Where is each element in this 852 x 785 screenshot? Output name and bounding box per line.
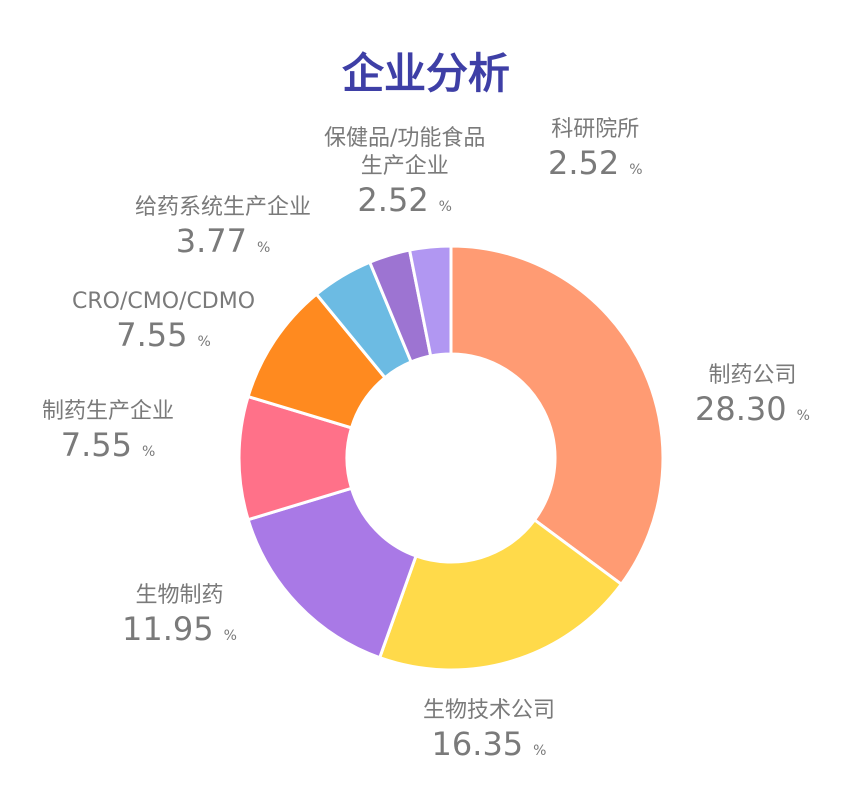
label-name: CRO/CMO/CDMO [72,289,256,314]
label-value: 7.55% [60,426,156,464]
label-value: 2.52% [357,181,452,219]
donut-slice-1 [377,517,624,672]
donut-slice-2 [246,486,418,660]
label-name: 保健品/功能食品 生产企业 [324,126,486,179]
donut-slice-0 [449,244,665,587]
label-biopharma: 生物制药 11.95% [122,582,237,655]
label-name: 制药生产企业 [42,399,175,424]
label-pharma-manufacturer: 制药生产企业 7.55% [42,398,174,471]
label-health-food-manufacturer: 保健品/功能食品 生产企业 2.52% [324,125,485,226]
label-research-institute: 科研院所 2.52% [548,116,643,189]
label-name: 生物制药 [135,583,224,608]
label-name: 制药公司 [708,363,797,388]
label-biotech-company: 生物技术公司 16.35% [423,697,555,770]
label-value: 11.95% [122,610,237,648]
label-value: 16.35% [431,725,547,763]
label-value: 2.52% [548,144,643,182]
label-name: 生物技术公司 [423,698,556,723]
label-value: 7.55% [116,316,211,354]
chart-title: 企业分析 [341,49,510,98]
label-name: 科研院所 [551,117,640,142]
label-name: 给药系统生产企业 [135,195,312,220]
donut-slice-7 [407,244,453,358]
label-drug-delivery-manufacturer: 给药系统生产企业 3.77% [135,194,311,267]
label-value: 28.30% [695,390,810,428]
label-pharma-company: 制药公司 28.30% [695,362,810,435]
label-cro-cmo-cdmo: CRO/CMO/CDMO 7.55% [72,288,255,361]
label-value: 3.77% [175,222,271,260]
